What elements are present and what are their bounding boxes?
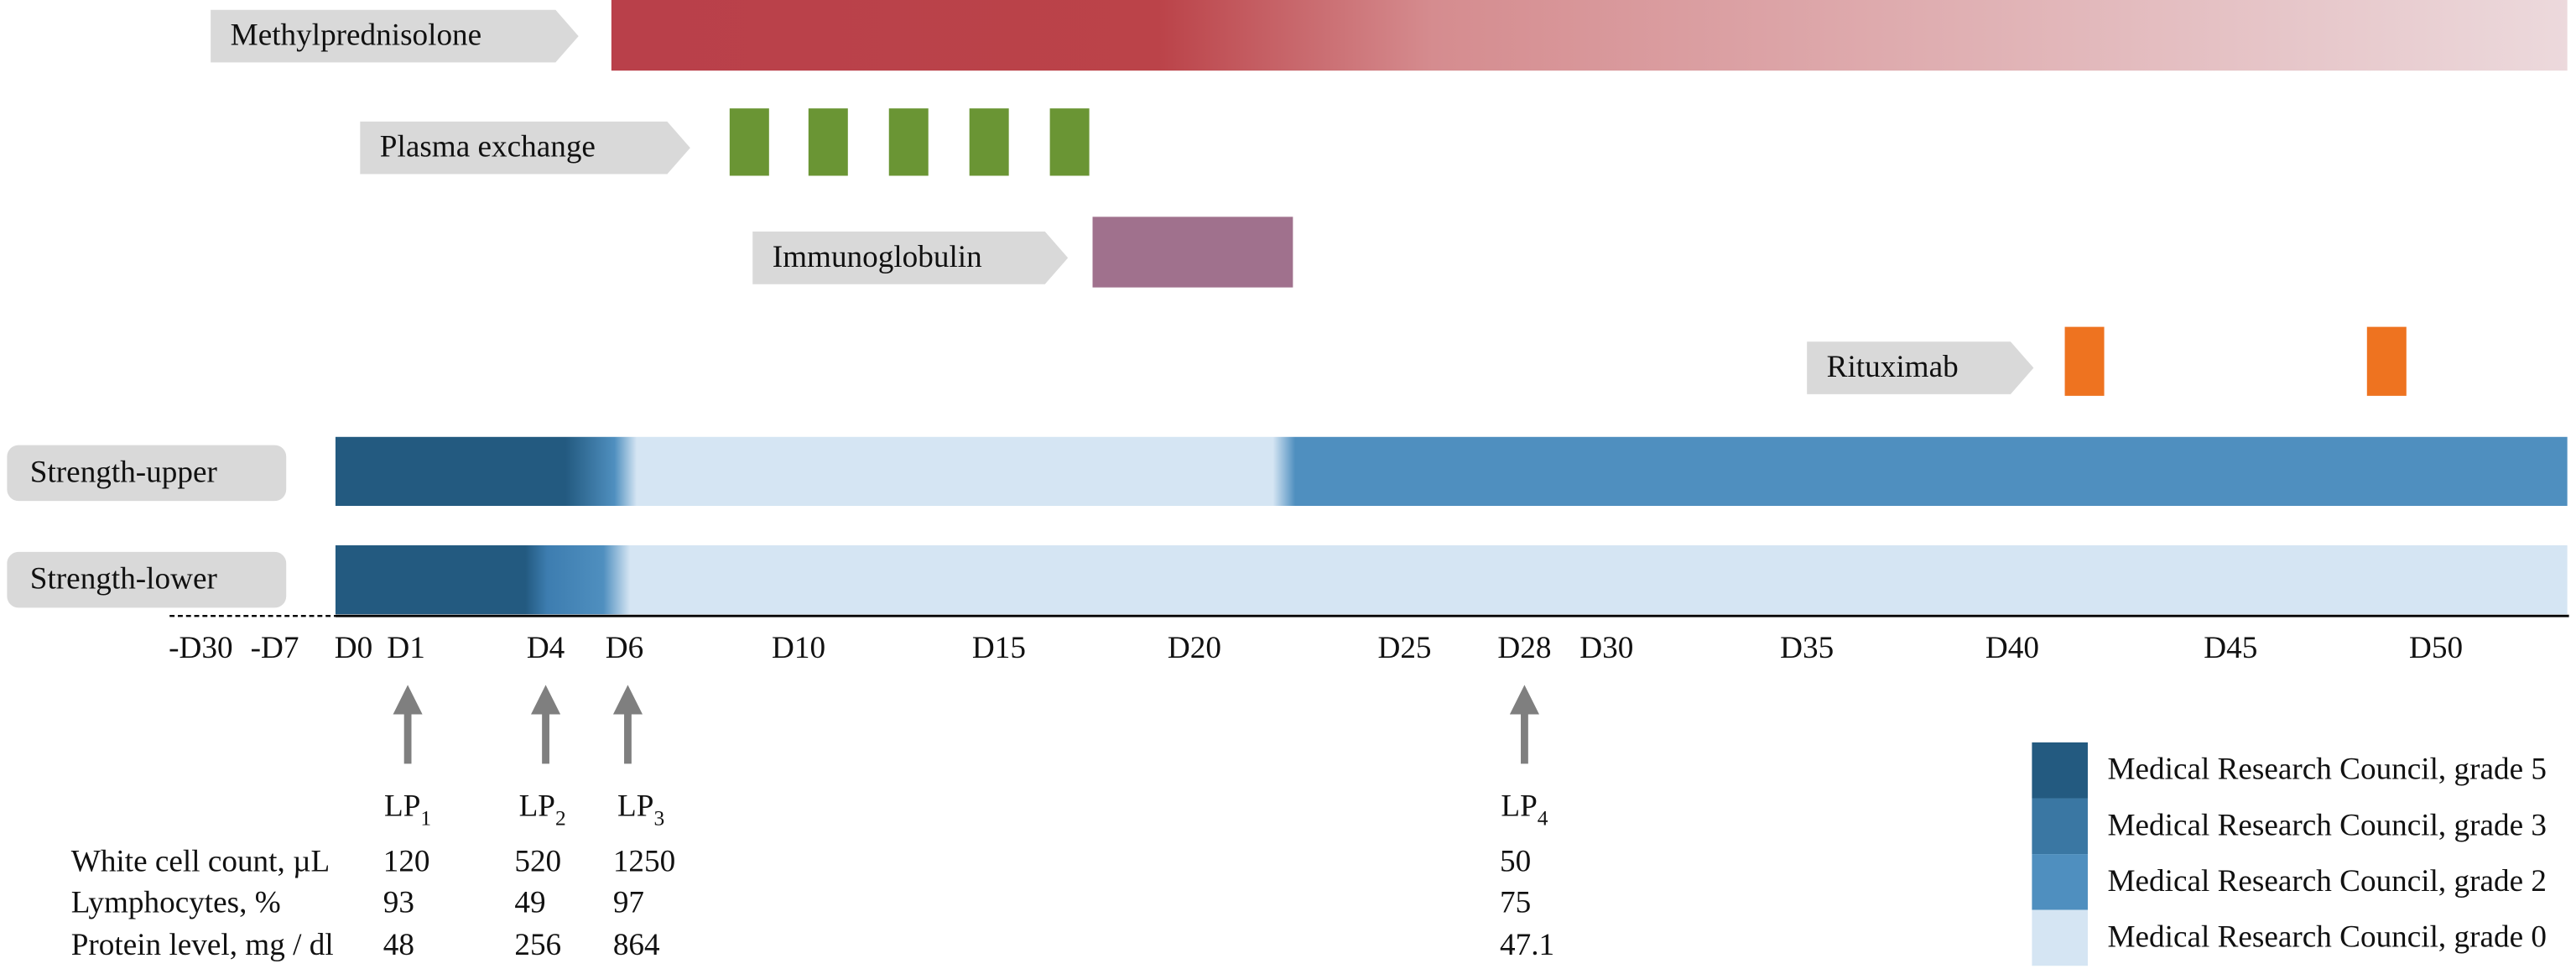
table-cell: 256 [514, 928, 561, 962]
plasma-exchange-session [888, 108, 929, 176]
immunoglobulin-bar [1092, 216, 1293, 288]
day-label: D0 [335, 631, 372, 665]
lp-label-base: LP [617, 789, 653, 823]
plasma-exchange-session [1049, 108, 1090, 176]
strength-label-box [7, 551, 287, 608]
strength-bar [335, 545, 2568, 615]
lp-label-base: LP [1501, 789, 1537, 823]
day-label: D4 [527, 631, 565, 665]
plasma-exchange-session [969, 108, 1009, 176]
lp-label-subscript: 1 [420, 806, 431, 831]
methylprednisolone-bar [611, 0, 2568, 71]
day-label: -D30 [169, 631, 232, 665]
rituximab-dose [2366, 326, 2407, 396]
plasma-exchange-session [729, 108, 769, 176]
lp-label-subscript: 2 [555, 806, 566, 831]
treatment-label-box [1807, 341, 2034, 394]
table-cell: 49 [514, 885, 545, 919]
table-cell: 93 [383, 885, 414, 919]
table-cell: 50 [1500, 844, 1531, 878]
table-cell: 47.1 [1500, 928, 1554, 962]
table-cell: 120 [383, 844, 430, 878]
day-label: D35 [1780, 631, 1834, 665]
lp-label: LP2 [519, 789, 566, 831]
legend-label: Medical Research Council, grade 0 [2107, 919, 2547, 954]
treatment-label: Immunoglobulin [773, 240, 982, 274]
treatment-label-box [752, 232, 1069, 284]
day-label: D1 [387, 631, 424, 665]
plasma-exchange-session [808, 108, 848, 176]
day-label: D10 [772, 631, 825, 665]
strength-label: Strength-upper [30, 455, 218, 489]
table-row-label: White cell count, µL [71, 844, 330, 878]
day-label: D45 [2204, 631, 2257, 665]
legend-label: Medical Research Council, grade 5 [2107, 753, 2547, 787]
lp-label-base: LP [519, 789, 555, 823]
day-label: D30 [1579, 631, 1633, 665]
lp-label-subscript: 3 [653, 806, 664, 831]
lp-label: LP3 [617, 789, 664, 831]
legend-label: Medical Research Council, grade 3 [2107, 808, 2547, 842]
day-label: D20 [1168, 631, 1221, 665]
day-label: D6 [606, 631, 643, 665]
table-cell: 1250 [613, 844, 675, 878]
lp-label: LP4 [1501, 789, 1548, 831]
strength-label-box [7, 445, 287, 502]
lp-label: LP1 [384, 789, 431, 831]
day-label: D15 [972, 631, 1026, 665]
legend-swatch [2032, 798, 2088, 855]
treatment-label: Plasma exchange [380, 130, 596, 164]
day-label: -D7 [251, 631, 299, 665]
legend-swatch [2032, 742, 2088, 799]
table-cell: 520 [514, 844, 561, 878]
treatment-label-box [360, 121, 690, 174]
table-row-label: Lymphocytes, % [71, 885, 281, 919]
day-label: D50 [2409, 631, 2463, 665]
day-label: D40 [1985, 631, 2039, 665]
lp-label-base: LP [384, 789, 420, 823]
strength-bar [335, 436, 2568, 507]
legend-swatch [2032, 854, 2088, 910]
day-label: D25 [1377, 631, 1431, 665]
table-cell: 48 [383, 928, 414, 962]
table-cell: 75 [1500, 885, 1531, 919]
legend-label: Medical Research Council, grade 2 [2107, 864, 2547, 898]
day-label: D28 [1497, 631, 1551, 665]
table-cell: 864 [613, 928, 660, 962]
strength-label: Strength-lower [30, 562, 218, 596]
lp-label-subscript: 4 [1538, 806, 1548, 831]
treatment-label-box [211, 9, 579, 63]
rituximab-dose [2064, 326, 2105, 396]
treatment-label: Methylprednisolone [231, 18, 482, 53]
table-row-label: Protein level, mg / dl [71, 928, 334, 962]
treatment-label: Rituximab [1827, 350, 1959, 384]
legend-swatch [2032, 909, 2088, 966]
table-cell: 97 [613, 885, 644, 919]
